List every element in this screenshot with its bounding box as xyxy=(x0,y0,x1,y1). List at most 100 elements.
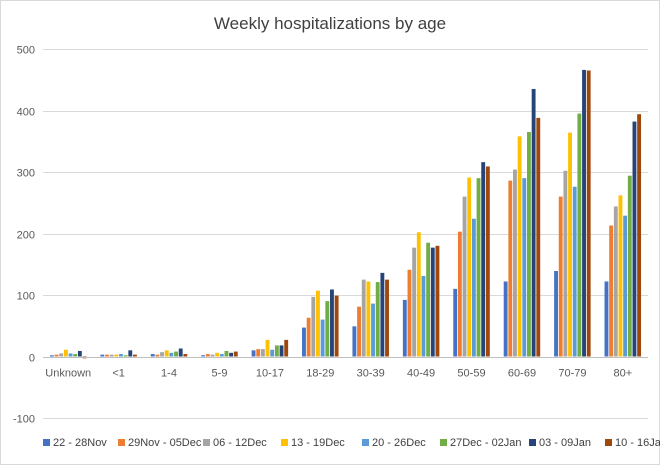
bar xyxy=(63,349,68,357)
bar xyxy=(618,195,623,357)
bar xyxy=(586,70,591,357)
y-tick-label: 500 xyxy=(17,45,35,57)
bar xyxy=(503,281,508,357)
bar xyxy=(352,326,357,357)
y-tick-label: 100 xyxy=(17,291,35,303)
bar xyxy=(302,327,306,357)
bar xyxy=(128,350,133,357)
bar xyxy=(229,352,234,357)
bar xyxy=(59,353,64,357)
bar xyxy=(119,354,123,357)
bar-group xyxy=(352,272,389,357)
bar xyxy=(201,355,206,357)
bar xyxy=(481,162,486,357)
x-tick-label: 30-39 xyxy=(357,368,385,380)
bar xyxy=(623,215,628,357)
bar xyxy=(155,354,160,357)
legend-swatch xyxy=(605,439,612,446)
bar xyxy=(412,247,417,357)
bar xyxy=(380,272,385,357)
bar xyxy=(100,354,105,357)
legend-item: 03 - 09Jan xyxy=(529,437,591,449)
legend-swatch xyxy=(203,439,210,446)
bar xyxy=(522,178,527,357)
bar xyxy=(531,88,536,357)
legend-swatch xyxy=(118,439,125,446)
bar xyxy=(416,232,421,357)
y-tick-label: 400 xyxy=(17,107,35,119)
bar xyxy=(558,196,563,357)
bar xyxy=(306,317,311,357)
bar xyxy=(476,178,481,357)
legend-label: 22 - 28Nov xyxy=(53,437,107,449)
legend-item: 13 - 19Dec xyxy=(281,437,345,449)
legend-swatch xyxy=(529,439,536,446)
bar xyxy=(508,180,513,357)
bar xyxy=(513,169,517,357)
bar-group xyxy=(150,348,188,357)
bar xyxy=(150,354,155,357)
legend-label: 13 - 19Dec xyxy=(291,437,345,449)
chart-title: Weekly hospitalizations by age xyxy=(214,14,446,33)
bar xyxy=(366,281,371,357)
bar xyxy=(485,166,490,357)
bar xyxy=(105,354,109,357)
bar xyxy=(316,290,320,357)
bar xyxy=(169,352,174,357)
bar xyxy=(256,349,261,357)
bar xyxy=(311,296,316,357)
bar xyxy=(421,275,426,357)
bar xyxy=(568,132,572,357)
bar xyxy=(527,132,531,357)
legend-swatch xyxy=(43,439,50,446)
bar-group xyxy=(604,114,642,357)
bar xyxy=(270,349,275,357)
bar xyxy=(357,306,361,357)
bars xyxy=(49,69,642,359)
legend: 22 - 28Nov 29Nov - 05Dec 06 - 12Dec 13 - 19… xyxy=(43,437,660,449)
bar xyxy=(536,117,541,357)
bar xyxy=(613,206,618,357)
x-tick-label: 1-4 xyxy=(161,368,177,380)
legend-label: 06 - 12Dec xyxy=(213,437,267,449)
legend-swatch xyxy=(281,439,288,446)
bar xyxy=(407,269,412,357)
x-tick-label: 80+ xyxy=(613,368,632,380)
bar xyxy=(73,354,78,357)
bar xyxy=(160,352,164,357)
bar xyxy=(554,271,558,357)
bar xyxy=(457,231,462,357)
bar xyxy=(274,345,279,357)
bar xyxy=(471,218,476,357)
bar xyxy=(361,279,366,357)
legend-item: 27Dec - 02Jan xyxy=(440,437,522,449)
bar xyxy=(114,354,119,357)
bar-group xyxy=(251,339,289,357)
gridlines xyxy=(43,49,648,419)
x-tick-label: 10-17 xyxy=(256,368,284,380)
bar xyxy=(375,282,380,357)
legend-swatch xyxy=(362,439,369,446)
bar xyxy=(385,279,389,357)
bar xyxy=(68,353,73,357)
bar xyxy=(435,245,440,357)
bar xyxy=(563,170,568,357)
bar xyxy=(133,354,137,357)
bar xyxy=(284,339,289,357)
y-tick-label: 0 xyxy=(29,353,35,365)
legend-item: 10 - 16Jan xyxy=(605,437,660,449)
bar xyxy=(325,301,330,357)
bar xyxy=(402,299,407,357)
bar xyxy=(453,288,458,357)
bar xyxy=(109,354,114,357)
bar-group xyxy=(402,232,440,357)
bar xyxy=(77,350,82,357)
bar xyxy=(54,354,59,357)
bar-group xyxy=(453,162,490,357)
legend-label: 29Nov - 05Dec xyxy=(128,437,202,449)
bar xyxy=(265,339,270,357)
bar xyxy=(205,354,210,357)
legend-label: 27Dec - 02Jan xyxy=(450,437,522,449)
